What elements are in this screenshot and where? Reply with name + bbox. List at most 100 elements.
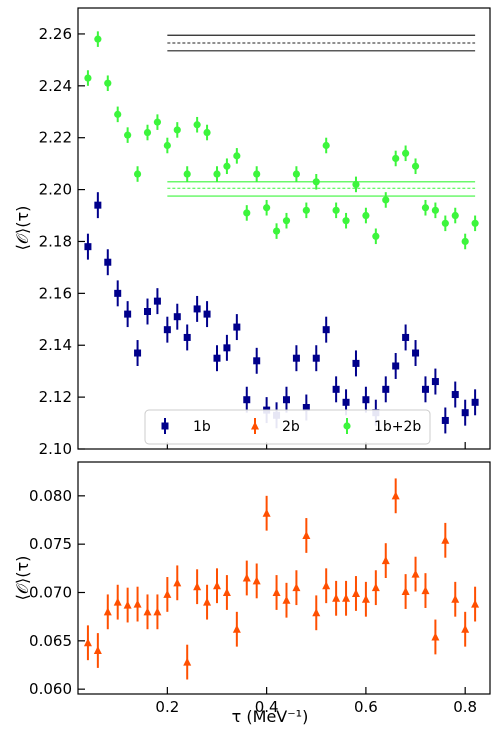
point-1b bbox=[84, 243, 92, 251]
point-2b bbox=[351, 588, 360, 597]
point-1b-2b bbox=[104, 79, 112, 87]
point-1b-2b bbox=[253, 170, 261, 178]
point-2b bbox=[232, 624, 241, 633]
point-1b-2b bbox=[441, 219, 449, 227]
legend-1b2b-label: 1b+2b bbox=[374, 419, 421, 435]
point-1b-2b bbox=[143, 128, 152, 137]
point-2b bbox=[292, 583, 301, 592]
legend: 1b 2b 1b+2b bbox=[144, 409, 431, 445]
point-2b bbox=[252, 576, 261, 585]
point-2b bbox=[441, 535, 450, 544]
bottom-y-ticks: 0.060 0.065 0.070 0.075 0.080 bbox=[29, 487, 85, 698]
point-1b bbox=[243, 396, 251, 404]
point-1b bbox=[124, 310, 132, 318]
legend-box bbox=[144, 409, 431, 445]
point-1b-2b bbox=[84, 74, 92, 82]
y-tick-label: 2.18 bbox=[39, 232, 72, 250]
point-2b bbox=[242, 573, 251, 582]
point-1b-2b bbox=[461, 237, 469, 246]
point-1b bbox=[402, 333, 410, 341]
point-1b bbox=[451, 391, 459, 399]
y-tick-label: 0.080 bbox=[29, 487, 72, 505]
point-1b-2b bbox=[372, 232, 380, 240]
point-1b-2b bbox=[471, 219, 479, 227]
point-2b bbox=[471, 599, 480, 608]
point-1b bbox=[213, 354, 221, 362]
point-1b bbox=[233, 323, 241, 331]
point-1b-2b bbox=[352, 180, 360, 188]
point-1b-2b bbox=[431, 206, 439, 214]
point-1b-2b bbox=[302, 206, 310, 214]
point-1b bbox=[94, 201, 102, 209]
legend-1b2b-marker bbox=[343, 422, 351, 430]
point-2b bbox=[381, 556, 390, 565]
point-1b bbox=[134, 349, 142, 357]
point-2b bbox=[83, 638, 92, 647]
y-tick-label: 0.060 bbox=[29, 680, 72, 698]
point-2b bbox=[113, 597, 122, 606]
point-2b bbox=[212, 581, 221, 590]
point-1b-2b bbox=[114, 110, 122, 118]
point-1b-2b bbox=[292, 170, 301, 178]
point-1b-2b bbox=[342, 217, 350, 225]
x-tick-label: 0.6 bbox=[354, 698, 378, 716]
point-1b bbox=[412, 349, 420, 357]
point-1b-2b bbox=[183, 170, 191, 178]
top-series-markers bbox=[84, 31, 479, 434]
point-1b bbox=[253, 357, 261, 365]
y-tick-label: 2.10 bbox=[39, 440, 72, 458]
point-2b bbox=[361, 594, 370, 603]
top-y-axis-label: ⟨𝒪⟩(τ) bbox=[13, 206, 32, 251]
point-1b-2b bbox=[312, 178, 320, 186]
point-2b bbox=[411, 569, 420, 578]
point-1b-2b bbox=[153, 118, 162, 126]
legend-entry-1b: 1b bbox=[161, 418, 211, 435]
y-tick-label: 2.26 bbox=[39, 25, 72, 43]
point-2b bbox=[222, 588, 231, 596]
point-2b bbox=[173, 578, 182, 587]
point-2b bbox=[421, 586, 430, 595]
point-2b bbox=[203, 597, 212, 606]
point-2b bbox=[262, 508, 271, 517]
point-1b-2b bbox=[94, 35, 102, 43]
point-2b bbox=[103, 607, 112, 616]
point-1b-2b bbox=[133, 170, 142, 178]
point-2b bbox=[282, 595, 291, 604]
x-tick-label: 0.2 bbox=[155, 698, 179, 716]
point-1b-2b bbox=[233, 152, 241, 160]
legend-entry-2b: 2b bbox=[251, 418, 300, 435]
legend-2b-label: 2b bbox=[282, 419, 300, 435]
point-1b bbox=[461, 409, 469, 417]
point-2b bbox=[163, 589, 172, 598]
point-2b bbox=[342, 593, 351, 602]
y-tick-label: 2.14 bbox=[39, 336, 72, 354]
point-2b bbox=[391, 491, 400, 500]
point-1b bbox=[342, 398, 350, 406]
bottom-y-axis-label: ⟨𝒪⟩(τ) bbox=[13, 556, 32, 601]
point-1b bbox=[392, 362, 400, 370]
point-1b bbox=[352, 359, 360, 367]
point-1b-2b bbox=[402, 149, 410, 157]
point-1b bbox=[292, 354, 300, 362]
top-y-ticks: 2.10 2.12 2.14 2.16 2.18 2.20 2.22 2.24 2.26 bbox=[39, 25, 85, 458]
point-1b bbox=[223, 344, 231, 352]
y-tick-label: 2.12 bbox=[39, 388, 72, 406]
point-2b bbox=[431, 632, 440, 641]
bottom-x-ticks: 0.2 0.4 0.6 0.8 bbox=[155, 687, 477, 716]
point-2b bbox=[332, 593, 341, 602]
point-1b-2b bbox=[243, 209, 251, 217]
point-1b bbox=[441, 416, 449, 424]
point-1b-2b bbox=[124, 131, 132, 139]
y-tick-label: 2.24 bbox=[39, 77, 72, 95]
bottom-series-markers bbox=[83, 478, 480, 680]
point-1b-2b bbox=[282, 217, 291, 225]
point-1b-2b bbox=[272, 227, 281, 235]
point-1b-2b bbox=[203, 128, 211, 137]
point-1b bbox=[183, 333, 191, 341]
point-1b-2b bbox=[322, 141, 330, 150]
reference-bands bbox=[167, 34, 476, 197]
point-1b bbox=[382, 385, 390, 393]
point-1b-2b bbox=[173, 126, 181, 134]
point-1b-2b bbox=[421, 204, 430, 212]
